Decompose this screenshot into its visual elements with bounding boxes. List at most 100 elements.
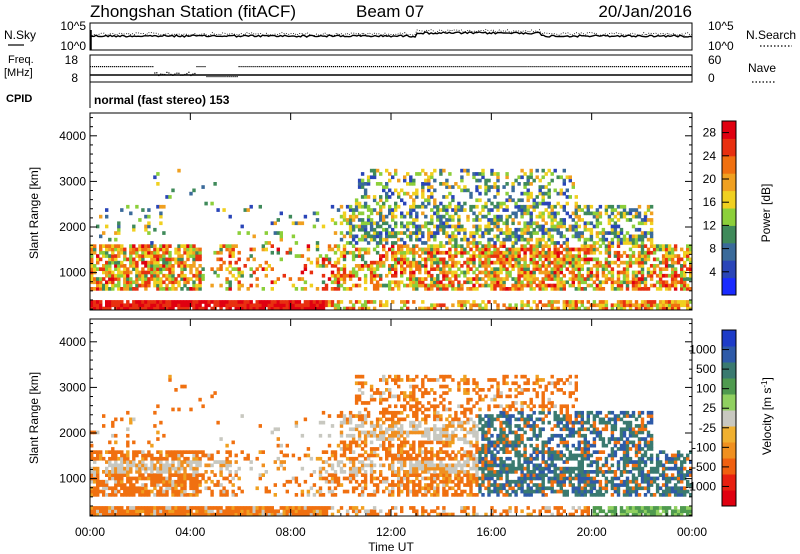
velocity-cell <box>189 407 193 412</box>
power-cell <box>526 211 530 216</box>
velocity-cell <box>357 433 362 438</box>
power-cell <box>610 227 615 232</box>
power-cell <box>300 287 305 291</box>
power-cell <box>363 231 368 235</box>
velocity-cell <box>132 506 136 510</box>
power-cell <box>499 254 503 258</box>
velocity-cell <box>129 486 133 491</box>
power-cell <box>535 168 539 173</box>
power-cell <box>168 254 172 258</box>
power-cell <box>351 306 356 311</box>
power-cell <box>394 231 398 235</box>
velocity-cell <box>141 463 145 468</box>
power-cell <box>484 224 488 229</box>
power-cell <box>99 257 103 262</box>
power-cell <box>333 250 338 255</box>
power-cell <box>550 241 554 245</box>
velocity-cell <box>369 476 374 481</box>
power-cell <box>689 250 693 255</box>
power-cell <box>562 218 566 222</box>
velocity-cell <box>406 450 410 454</box>
power-cell <box>577 231 581 235</box>
velocity-cell <box>369 433 374 438</box>
velocity-cell <box>351 509 356 514</box>
power-cell <box>622 270 627 275</box>
nave-dot <box>523 66 525 68</box>
power-cell <box>249 303 253 308</box>
power-cell <box>616 264 621 268</box>
power-cell <box>538 267 542 271</box>
power-cell <box>484 306 488 311</box>
power-cell <box>595 303 600 308</box>
power-cell <box>595 241 600 245</box>
power-cell <box>114 283 118 288</box>
power-cell <box>445 264 449 268</box>
nave-dot <box>661 66 664 68</box>
power-cell <box>430 175 434 180</box>
power-cell <box>394 201 398 206</box>
power-cell <box>201 300 205 304</box>
power-cell <box>517 273 521 278</box>
velocity-cell <box>342 447 347 451</box>
nave-dot <box>268 66 270 68</box>
power-cell <box>234 277 238 281</box>
power-cell <box>385 168 389 173</box>
power-cell <box>379 303 383 308</box>
power-cell <box>264 231 268 235</box>
velocity-cell <box>327 486 332 491</box>
power-cell <box>604 303 609 308</box>
power-cell <box>415 237 419 242</box>
power-cell <box>400 214 404 219</box>
velocity-cell <box>240 506 244 510</box>
power-cell <box>689 277 693 281</box>
velocity-cell <box>141 486 145 491</box>
power-colorbar-swatch <box>722 277 736 296</box>
velocity-cell <box>421 506 425 510</box>
nave-dot <box>639 66 641 68</box>
velocity-cell <box>360 420 365 425</box>
velocity-cell <box>156 456 160 461</box>
power-cell <box>448 254 452 258</box>
power-cell <box>499 270 503 275</box>
velocity-cell <box>216 420 220 425</box>
power-cell <box>147 244 151 248</box>
power-cell <box>177 283 181 288</box>
power-cell <box>180 244 184 248</box>
velocity-cell <box>282 483 286 487</box>
power-cell <box>520 247 524 252</box>
power-cell <box>403 257 407 262</box>
velocity-cell <box>424 388 428 392</box>
power-cell <box>517 247 521 252</box>
power-cell <box>667 254 672 258</box>
velocity-cell <box>388 388 392 392</box>
velocity-cell <box>372 470 377 474</box>
velocity-cell <box>222 509 226 514</box>
velocity-cell <box>90 450 94 454</box>
power-cell <box>664 283 669 288</box>
power-cell <box>502 254 506 258</box>
power-cell <box>472 250 476 255</box>
velocity-cell <box>403 460 407 464</box>
velocity-cell <box>375 388 380 392</box>
power-cell <box>631 283 636 288</box>
nave-dot <box>415 66 417 68</box>
velocity-cell <box>418 440 422 445</box>
power-cell <box>559 250 563 255</box>
power-cell <box>490 250 494 255</box>
velocity-cell <box>123 512 127 517</box>
power-cell <box>397 191 401 196</box>
velocity-cell <box>129 509 133 514</box>
power-cell <box>400 280 404 285</box>
power-cell <box>637 221 642 226</box>
velocity-cell <box>388 437 392 441</box>
velocity-cell <box>156 470 160 474</box>
power-cell <box>562 254 566 258</box>
velocity-cell <box>93 493 97 497</box>
power-cell <box>129 247 133 252</box>
power-cell <box>631 260 636 265</box>
power-cell <box>541 168 545 173</box>
velocity-cell <box>171 483 175 487</box>
power-cell <box>294 241 299 245</box>
velocity-cell <box>424 420 428 425</box>
power-cell <box>147 283 151 288</box>
